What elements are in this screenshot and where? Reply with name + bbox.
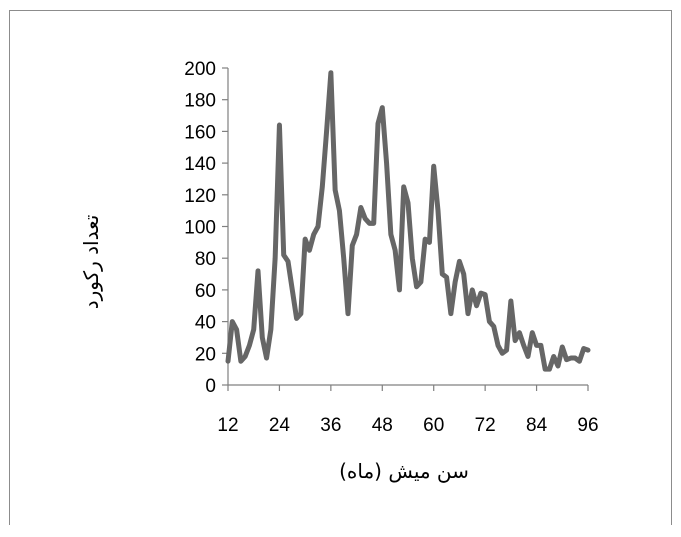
y-tick-label: 40 xyxy=(195,313,216,334)
y-axis-title: تعداد رکورد xyxy=(79,215,103,310)
x-tick-label: 60 xyxy=(423,415,444,436)
series-line xyxy=(225,70,591,372)
x-tick-label: 24 xyxy=(269,415,291,436)
x-tick-label: 96 xyxy=(577,415,598,436)
y-tick-label: 60 xyxy=(195,281,216,302)
y-tick-label: 80 xyxy=(195,249,216,270)
x-tick-label: 48 xyxy=(372,415,393,436)
x-tick-label: 36 xyxy=(320,415,341,436)
y-tick-label: 160 xyxy=(184,122,216,143)
x-tick-label: 12 xyxy=(217,415,238,436)
y-tick-label: 140 xyxy=(184,154,216,175)
x-tick-label: 84 xyxy=(526,415,548,436)
chart-frame xyxy=(9,10,672,525)
y-tick-label: 20 xyxy=(195,344,216,365)
tick-labels: 0 20 40 60 80 100 120 140 160 180 200 12 24 36 48 60 72 8… xyxy=(184,59,598,436)
y-tick-label: 180 xyxy=(184,91,216,112)
y-tick-label: 120 xyxy=(184,186,216,207)
y-tick-label: 0 xyxy=(205,376,216,397)
y-tick-label: 200 xyxy=(184,59,216,80)
y-tick-label: 100 xyxy=(184,218,216,239)
x-axis-title: سن میش (ماه) xyxy=(339,459,469,483)
axes xyxy=(222,67,589,391)
x-tick-label: 72 xyxy=(475,415,496,436)
